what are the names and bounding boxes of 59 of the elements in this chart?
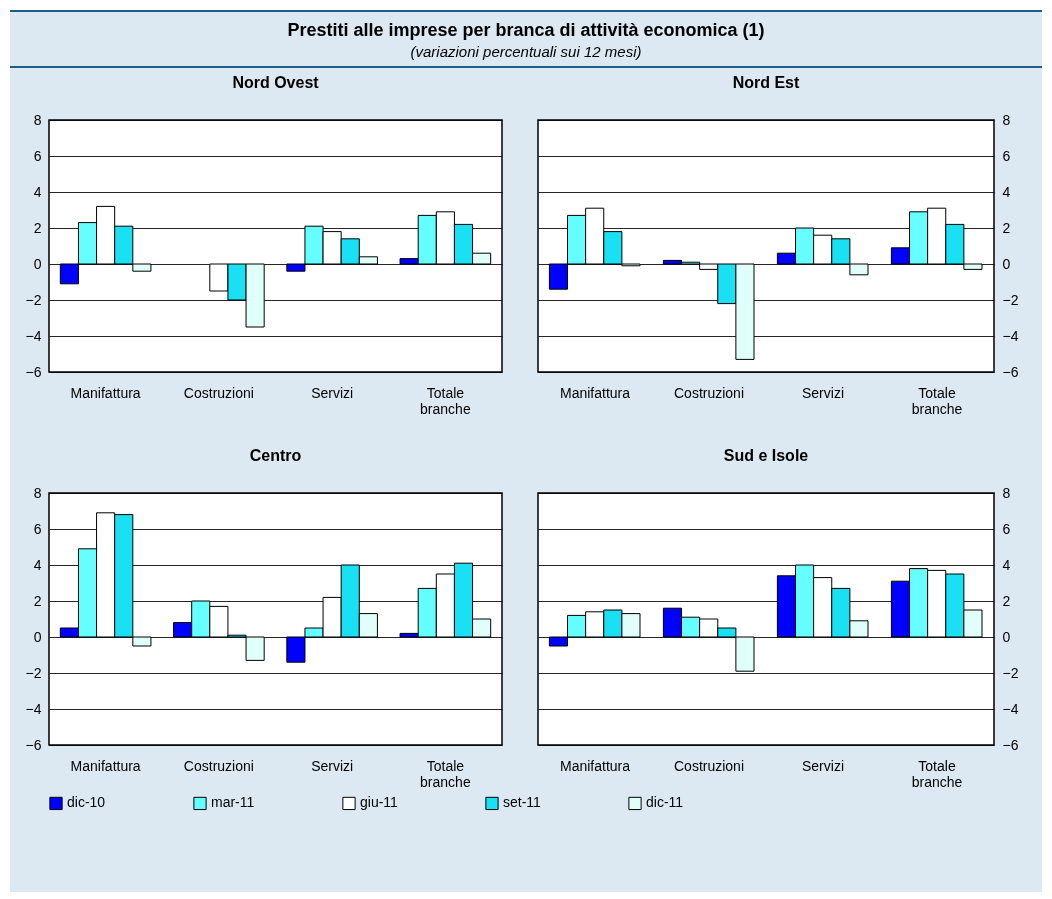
x-tick-label: Servizi <box>801 757 845 774</box>
chart-title: Centro <box>249 447 302 464</box>
x-tick-label: Totale branche <box>420 757 471 790</box>
y-tick-label: 0 <box>33 628 42 645</box>
x-tick-label: Costruzioni <box>673 384 745 401</box>
legend-label: dic-11 <box>646 794 684 811</box>
x-tick-label: Costruzioni <box>673 757 745 774</box>
x-tick-label: Costruzioni <box>183 757 254 774</box>
y-tick-label: −2 <box>25 291 42 308</box>
x-tick-label: Totale branche <box>911 384 963 417</box>
y-tick-label: −2 <box>1002 291 1019 308</box>
x-tick-label: Manifattura <box>559 384 631 401</box>
y-tick-label: −6 <box>1002 736 1019 753</box>
x-tick-label: Costruzioni <box>183 384 254 401</box>
x-tick-label: Manifattura <box>70 384 141 401</box>
x-tick-label: Servizi <box>801 384 845 401</box>
y-tick-label: 4 <box>1002 556 1011 573</box>
y-tick-label: −4 <box>1002 327 1019 344</box>
x-tick-label: Manifattura <box>559 757 631 774</box>
y-tick-label: 0 <box>1002 255 1011 272</box>
y-tick-label: 0 <box>1002 628 1011 645</box>
y-tick-label: −6 <box>1002 363 1019 380</box>
y-tick-label: 6 <box>1002 147 1011 164</box>
y-tick-label: 8 <box>1002 111 1011 128</box>
y-tick-label: 4 <box>33 183 42 200</box>
text: Prestiti alle imprese per branca di attività economica (1) <box>286 20 766 41</box>
x-tick-label: Totale branche <box>420 384 471 417</box>
y-tick-label: −2 <box>1002 664 1019 681</box>
x-tick-label: Manifattura <box>70 757 141 774</box>
chart-title: Nord Est <box>732 74 801 91</box>
y-tick-label: −4 <box>25 327 42 344</box>
x-tick-label: Servizi <box>311 757 354 774</box>
y-tick-label: 6 <box>33 147 42 164</box>
legend-label: dic-10 <box>67 794 106 811</box>
y-tick-label: −4 <box>25 700 42 717</box>
y-tick-label: −2 <box>25 664 42 681</box>
y-tick-label: −6 <box>25 736 42 753</box>
y-tick-label: 2 <box>1002 219 1011 236</box>
legend-label: giu-11 <box>360 794 399 811</box>
y-tick-label: 2 <box>33 219 42 236</box>
y-tick-label: 6 <box>1002 520 1011 537</box>
legend-label: set-11 <box>503 794 542 811</box>
y-tick-label: 6 <box>33 520 42 537</box>
x-tick-label: Servizi <box>311 384 354 401</box>
y-tick-label: −4 <box>1002 700 1019 717</box>
y-tick-label: 8 <box>33 111 42 128</box>
legend-label: mar-11 <box>211 794 255 811</box>
y-tick-label: 8 <box>1002 484 1011 501</box>
y-tick-label: 4 <box>33 556 42 573</box>
y-tick-label: 2 <box>33 592 42 609</box>
chart-title: Nord Ovest <box>232 74 320 91</box>
y-tick-label: 2 <box>1002 592 1011 609</box>
y-tick-label: 0 <box>33 255 42 272</box>
chart-title: Sud e Isole <box>723 447 809 464</box>
text: (variazioni percentuali sui 12 mesi) <box>409 43 643 60</box>
y-tick-label: −6 <box>25 363 42 380</box>
y-tick-label: 4 <box>1002 183 1011 200</box>
x-tick-label: Totale branche <box>911 757 963 790</box>
y-tick-label: 8 <box>33 484 42 501</box>
